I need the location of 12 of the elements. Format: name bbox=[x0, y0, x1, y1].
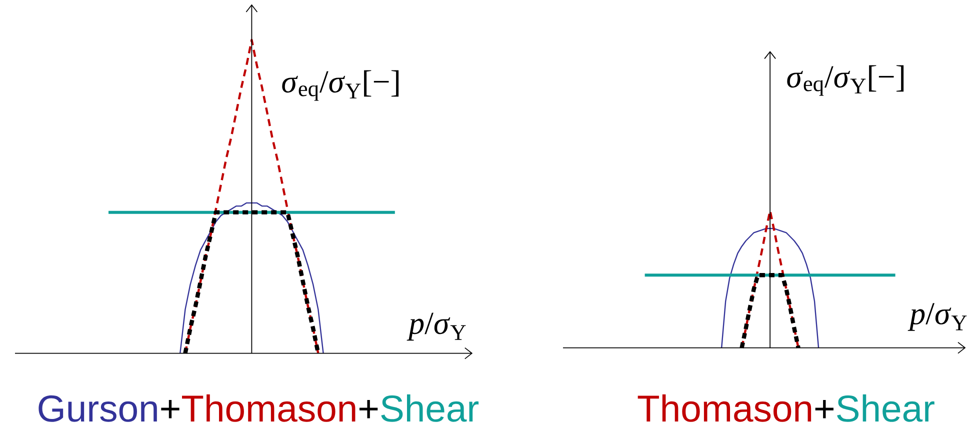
series-label: Thomason bbox=[182, 394, 356, 422]
y-axis-title: σ$_{eq}$/σ$_{Y}$[−] bbox=[282, 70, 399, 101]
x-axis-title: p/σ$_{Y}$ bbox=[908, 303, 967, 331]
y-axis-title: σ$_{eq}$/σ$_{Y}$[−] bbox=[787, 65, 904, 96]
text: + bbox=[161, 400, 180, 418]
text: Shear bbox=[381, 394, 479, 422]
text: Shear bbox=[837, 394, 934, 422]
text: + bbox=[359, 400, 378, 418]
text: + bbox=[815, 400, 834, 418]
series-label: Thomason bbox=[638, 394, 812, 422]
series-label: Gurson bbox=[38, 395, 157, 422]
x-axis-title: p/σ$_{Y}$ bbox=[406, 312, 466, 341]
